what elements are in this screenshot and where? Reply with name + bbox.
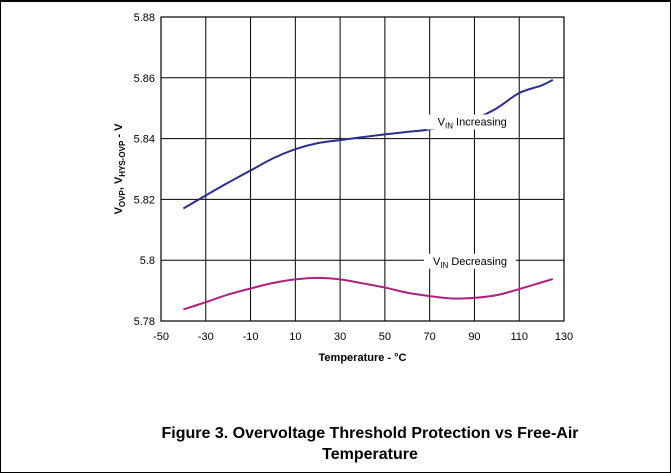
series-label-v: V xyxy=(433,256,441,268)
y-tick-label: 5.86 xyxy=(134,73,155,85)
x-tick-label: -50 xyxy=(153,331,169,343)
series-label-rest: Decreasing xyxy=(448,256,507,268)
x-tick-label: -30 xyxy=(198,331,214,343)
chart: -50 -30 -10 10 30 50 70 90 110 130 5.78 5.8 5.82 5.8… xyxy=(113,12,573,364)
series-label-vin-decreasing: VIN Decreasing xyxy=(433,256,507,270)
series-label-v: V xyxy=(438,117,446,129)
y-axis-label-unit: - V xyxy=(113,123,125,141)
y-tick-label: 5.78 xyxy=(134,316,155,328)
series-label-bg xyxy=(423,253,516,269)
x-ticks: -50 -30 -10 10 30 50 70 90 110 130 xyxy=(153,331,573,343)
series-label-rest: Increasing xyxy=(453,117,507,129)
series-line-vin-decreasing xyxy=(183,276,554,311)
y-tick-label: 5.82 xyxy=(134,194,155,206)
series-label-bg xyxy=(426,114,519,130)
x-tick-label: 130 xyxy=(555,331,573,343)
caption-line-1: Figure 3. Overvoltage Threshold Protecti… xyxy=(161,425,579,442)
y-tick-label: 5.8 xyxy=(140,255,155,267)
y-axis-label-sub1: OVP xyxy=(118,190,127,208)
x-tick-label: -10 xyxy=(243,331,259,343)
y-axis-label-v2: V xyxy=(113,176,125,184)
series-label-sub: IN xyxy=(445,122,453,131)
series-lines xyxy=(182,79,554,311)
series-label-sub: IN xyxy=(440,261,448,270)
y-axis-label-sep: , xyxy=(113,184,125,190)
caption-line-2: Temperature xyxy=(322,446,418,463)
plot-border xyxy=(160,16,565,322)
x-tick-label: 90 xyxy=(468,331,480,343)
grid xyxy=(161,17,564,321)
x-tick-label: 10 xyxy=(289,331,301,343)
x-tick-label: 50 xyxy=(379,331,391,343)
x-tick-label: 70 xyxy=(424,331,436,343)
x-axis-label: Temperature - °C xyxy=(319,352,407,364)
y-axis-label: VOVP, VHYS-OVP - V xyxy=(113,123,127,215)
figure-caption: Figure 3. Overvoltage Threshold Protecti… xyxy=(40,423,671,465)
top-rule xyxy=(0,0,671,2)
series-line-vin-increasing xyxy=(182,79,554,210)
y-tick-label: 5.88 xyxy=(134,12,155,24)
x-tick-label: 110 xyxy=(510,331,528,343)
y-axis-label-sub2: HYS-OVP xyxy=(118,140,127,177)
y-tick-label: 5.84 xyxy=(134,134,155,146)
x-tick-label: 30 xyxy=(334,331,346,343)
series-label-vin-increasing: VIN Increasing xyxy=(438,117,507,131)
y-ticks: 5.78 5.8 5.82 5.84 5.86 5.88 xyxy=(134,12,155,328)
y-axis-label-v1: V xyxy=(113,206,125,214)
